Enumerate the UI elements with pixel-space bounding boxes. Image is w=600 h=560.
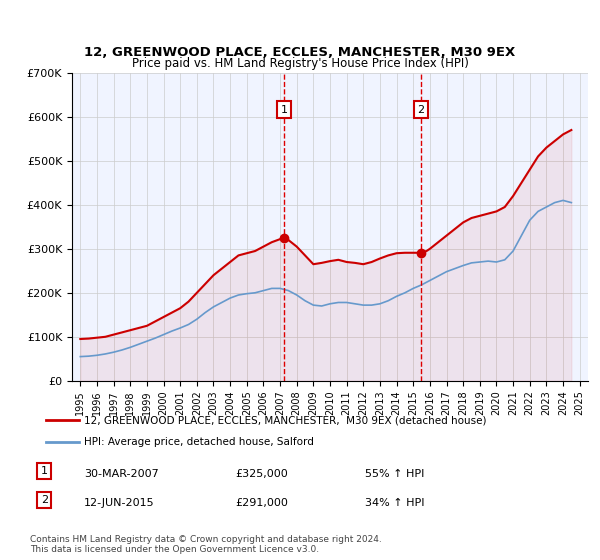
Text: 1: 1: [281, 105, 288, 115]
Text: HPI: Average price, detached house, Salford: HPI: Average price, detached house, Salf…: [84, 437, 314, 447]
Text: 2: 2: [417, 105, 424, 115]
Text: Contains HM Land Registry data © Crown copyright and database right 2024.
This d: Contains HM Land Registry data © Crown c…: [30, 535, 382, 554]
Text: Price paid vs. HM Land Registry's House Price Index (HPI): Price paid vs. HM Land Registry's House …: [131, 57, 469, 70]
Text: 2: 2: [41, 495, 48, 505]
Text: 55% ↑ HPI: 55% ↑ HPI: [365, 469, 424, 479]
Text: £325,000: £325,000: [235, 469, 288, 479]
Text: 1: 1: [41, 466, 48, 476]
Text: 12, GREENWOOD PLACE, ECCLES, MANCHESTER, M30 9EX: 12, GREENWOOD PLACE, ECCLES, MANCHESTER,…: [85, 46, 515, 59]
Text: 12-JUN-2015: 12-JUN-2015: [84, 498, 155, 508]
Text: 12, GREENWOOD PLACE, ECCLES, MANCHESTER,  M30 9EX (detached house): 12, GREENWOOD PLACE, ECCLES, MANCHESTER,…: [84, 415, 487, 425]
Text: 34% ↑ HPI: 34% ↑ HPI: [365, 498, 424, 508]
Text: £291,000: £291,000: [235, 498, 288, 508]
Text: 30-MAR-2007: 30-MAR-2007: [84, 469, 159, 479]
